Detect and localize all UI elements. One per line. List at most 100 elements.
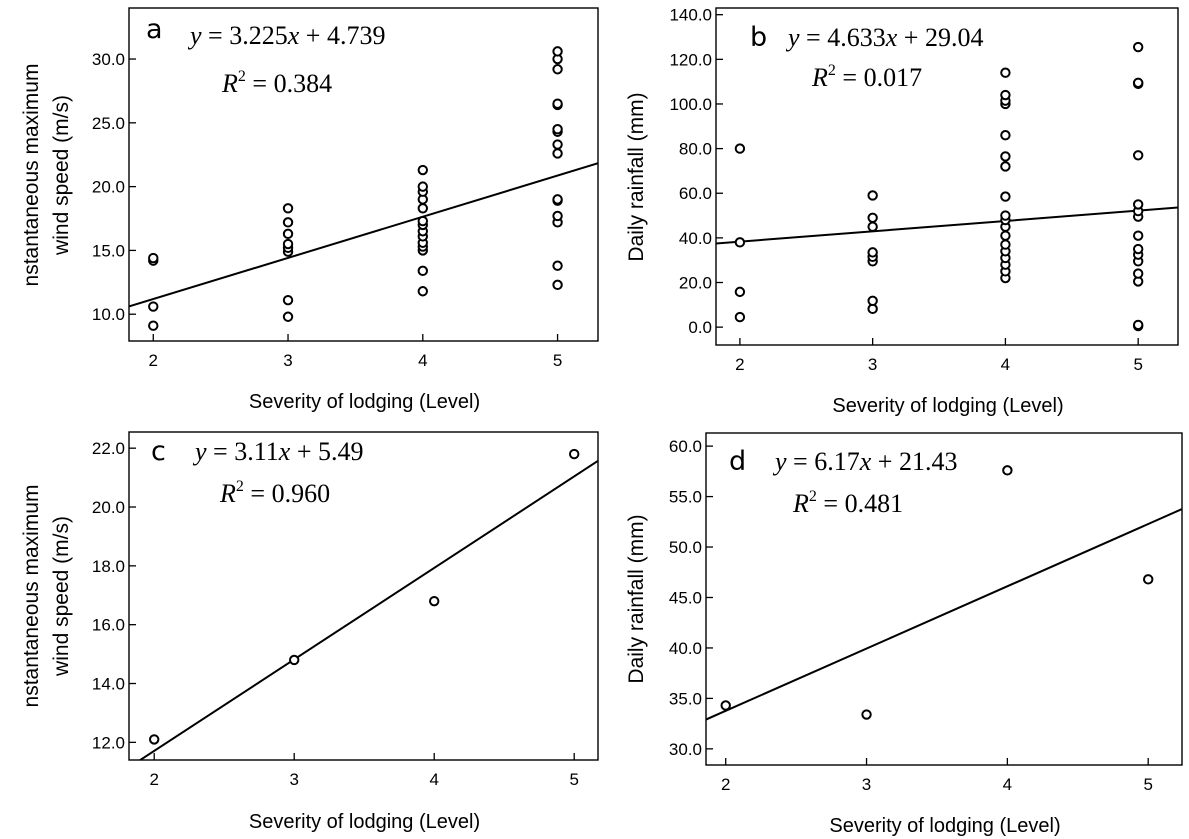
y-tick-label: 20.0 — [92, 498, 125, 517]
data-point — [734, 286, 746, 298]
data-point — [569, 448, 580, 460]
y-tick-label: 30.0 — [92, 50, 125, 69]
regression-line — [129, 162, 598, 308]
data-point — [1000, 210, 1011, 221]
data-point — [1000, 239, 1011, 250]
y-axis-label: wind speed (m/s) — [50, 516, 73, 677]
data-point — [552, 260, 563, 271]
r-squared-value: 0.384 — [274, 69, 333, 98]
regression-line — [138, 460, 598, 760]
data-point — [1132, 319, 1144, 331]
data-point — [1132, 77, 1144, 88]
plot-frame — [715, 7, 1179, 346]
data-point — [734, 311, 746, 323]
data-point — [149, 734, 160, 745]
equation-intercept: 21.43 — [899, 447, 958, 476]
r-squared: R2 = 0.017 — [811, 62, 922, 92]
equation-intercept: 29.04 — [925, 23, 984, 52]
equation-slope: 6.17 — [814, 447, 860, 476]
data-point — [1000, 161, 1011, 172]
data-point — [552, 46, 563, 57]
x-tick-label: 4 — [1003, 775, 1012, 794]
x-tick-label: 4 — [1001, 355, 1010, 374]
data-point — [1143, 574, 1154, 585]
x-axis-label: Severity of lodging (Level) — [249, 811, 480, 833]
equation-slope: 3.11 — [234, 437, 279, 466]
x-tick-label: 2 — [721, 775, 730, 794]
y-tick-label: 10.0 — [92, 305, 125, 324]
r-squared-value: 0.481 — [845, 489, 904, 518]
regression-equation: y = 3.11x + 5.49 — [192, 437, 363, 466]
data-point — [552, 64, 563, 75]
panel-b: 2 3 4 5 0.0 20.0 40.0 60.0 80.0 100.0 120.0 140.0 Se… — [625, 6, 1179, 417]
r-squared-value: 0.017 — [864, 63, 923, 92]
data-point — [1000, 191, 1011, 202]
regression-equation: y = 3.225x + 4.739 — [187, 21, 385, 50]
y-axis-label: Daily rainfall (mm) — [625, 92, 648, 261]
panel-letter: c — [151, 436, 166, 467]
data-point — [1000, 130, 1011, 141]
data-point — [552, 139, 563, 150]
plot-frame — [705, 432, 1183, 766]
y-tick-label: 30.0 — [669, 740, 702, 759]
data-point — [417, 181, 428, 192]
data-point — [148, 301, 159, 312]
data-point — [417, 265, 428, 277]
r-squared: R2 = 0.960 — [219, 478, 330, 508]
y-tick-label: 16.0 — [92, 616, 125, 635]
data-point — [282, 294, 294, 306]
y-axis-label: nstantaneous maximum — [20, 64, 43, 287]
x-tick-label: 2 — [735, 355, 744, 374]
data-point — [417, 164, 428, 176]
y-tick-label: 140.0 — [669, 6, 712, 25]
data-point — [282, 203, 294, 214]
data-point — [1132, 268, 1144, 279]
data-point — [552, 98, 563, 109]
x-tick-label: 5 — [1133, 355, 1142, 374]
data-point — [1000, 151, 1011, 162]
x-tick-label: 2 — [149, 770, 158, 789]
panel-letter: d — [729, 446, 746, 477]
x-tick-label: 4 — [418, 351, 427, 370]
r-squared-value: 0.960 — [272, 479, 331, 508]
x-tick-label: 3 — [283, 351, 292, 370]
y-tick-label: 50.0 — [669, 538, 702, 557]
y-tick-label: 40.0 — [679, 229, 712, 248]
data-point — [861, 709, 872, 720]
y-tick-label: 40.0 — [669, 639, 702, 658]
y-tick-label: 18.0 — [92, 557, 125, 576]
data-point — [282, 228, 294, 240]
y-tick-label: 55.0 — [669, 488, 702, 507]
y-tick-label: 45.0 — [669, 588, 702, 607]
y-tick-label: 100.0 — [669, 95, 712, 114]
plot-frame — [128, 7, 599, 342]
data-point — [734, 143, 746, 154]
data-point — [417, 203, 428, 214]
panel-d: 2 3 4 5 30.0 35.0 40.0 45.0 50.0 55.0 60.0 Severity… — [625, 432, 1183, 837]
x-tick-label: 3 — [862, 775, 871, 794]
y-tick-label: 80.0 — [679, 140, 712, 159]
y-tick-label: 22.0 — [92, 439, 125, 458]
data-point — [867, 247, 878, 258]
data-point — [552, 279, 563, 291]
data-point — [1000, 67, 1011, 78]
data-point — [552, 124, 563, 135]
data-point — [282, 217, 294, 228]
data-point — [289, 654, 300, 666]
x-axis-label: Severity of lodging (Level) — [832, 395, 1063, 417]
x-tick-label: 5 — [553, 351, 562, 370]
data-point — [867, 221, 878, 232]
data-point — [734, 237, 746, 248]
x-axis-label: Severity of lodging (Level) — [249, 391, 480, 413]
y-axis-label: wind speed (m/s) — [50, 95, 73, 256]
data-point — [1132, 243, 1144, 255]
y-tick-label: 60.0 — [679, 184, 712, 203]
data-point — [1132, 41, 1144, 53]
plot-frame — [128, 431, 599, 761]
data-point — [1132, 150, 1144, 161]
data-point — [552, 194, 563, 205]
x-tick-label: 4 — [429, 770, 438, 789]
data-point — [867, 212, 878, 223]
regression-equation: y = 6.17x + 21.43 — [772, 447, 957, 476]
